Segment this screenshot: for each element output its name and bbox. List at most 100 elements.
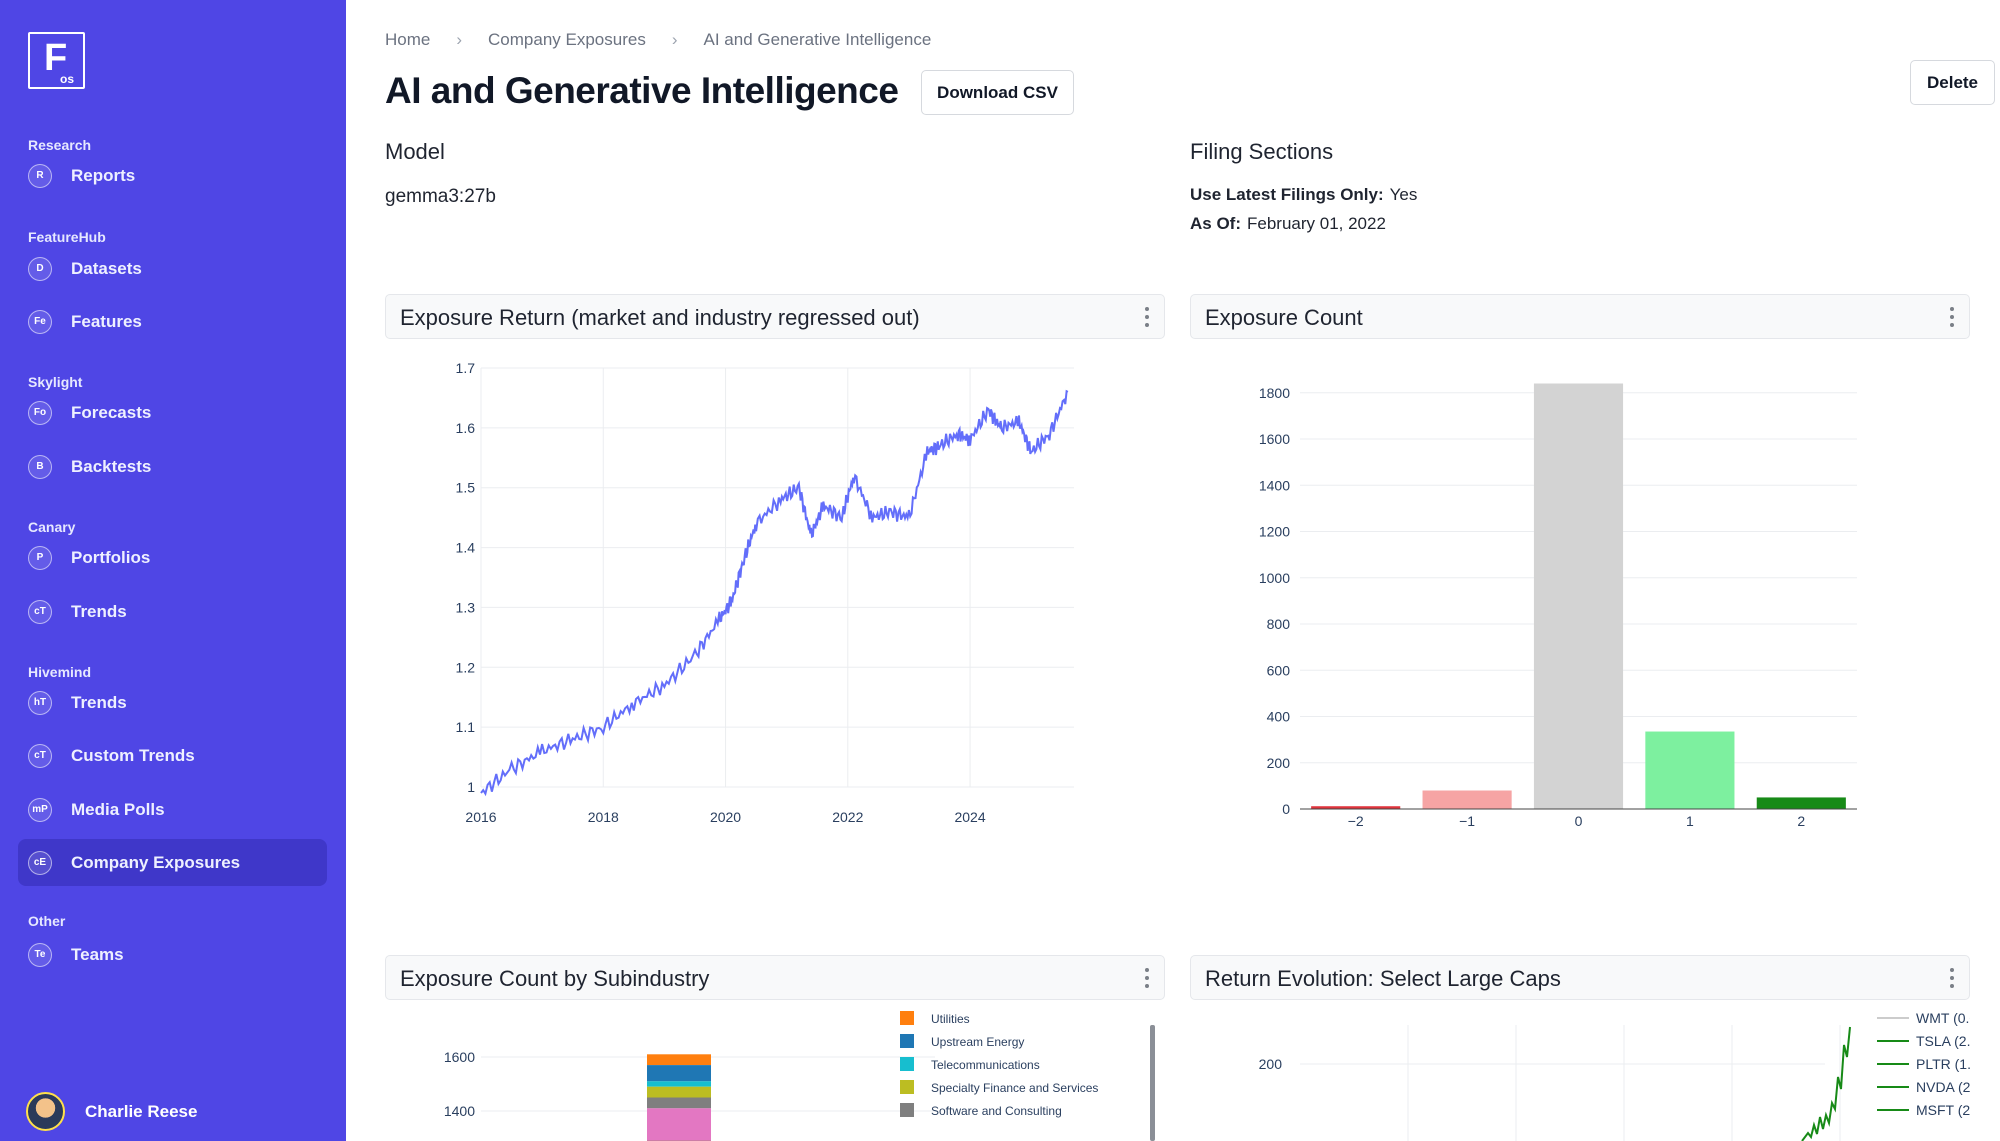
app-logo[interactable]: F os: [28, 32, 85, 89]
sidebar-item-skylight-forecasts[interactable]: Fo Forecasts: [18, 389, 327, 436]
exposure-count-card-header: Exposure Count: [1190, 294, 1970, 339]
legend-label: Upstream Energy: [931, 1035, 1024, 1049]
page-title: AI and Generative Intelligence: [385, 70, 899, 111]
more-options-icon[interactable]: [1945, 966, 1959, 990]
as-of-value: February 01, 2022: [1247, 214, 1386, 233]
y-tick-label: 1400: [444, 1103, 475, 1119]
sidebar-item-label: Forecasts: [71, 403, 152, 422]
y-tick-label: 0: [1282, 801, 1290, 817]
x-tick-label: 2018: [588, 809, 619, 825]
breadcrumb: Home › Company Exposures › AI and Generative…: [385, 30, 931, 50]
y-tick-label: 1.2: [456, 659, 476, 675]
legend-label: Utilities: [931, 1012, 970, 1026]
legend-label: Software and Consulting: [931, 1104, 1062, 1118]
chevron-right-icon: ›: [456, 30, 463, 49]
sidebar-item-label: Company Exposures: [71, 853, 241, 872]
sidebar-item-hivemind-media-polls[interactable]: mP Media Polls: [18, 786, 327, 833]
sidebar-item-skylight-backtests[interactable]: B Backtests: [18, 443, 327, 490]
sidebar-item-hivemind-custom-trends[interactable]: cT Custom Trends: [18, 732, 327, 779]
x-tick-label: 2022: [832, 809, 863, 825]
sidebar-item-label: Custom Trends: [71, 746, 195, 765]
sidebar-item-hivemind-company-exposures[interactable]: cE Company Exposures: [18, 839, 327, 886]
breadcrumb-home[interactable]: Home: [385, 30, 431, 49]
y-tick-label: 1000: [1259, 570, 1290, 586]
x-tick-label: −2: [1348, 813, 1364, 829]
delete-button[interactable]: Delete: [1910, 60, 1995, 105]
portfolios-icon: P: [28, 546, 52, 570]
forecasts-icon: Fo: [28, 401, 52, 425]
datasets-icon: D: [28, 257, 52, 281]
model-value: gemma3:27b: [385, 186, 496, 207]
subindustry-title: Exposure Count by Subindustry: [400, 966, 710, 991]
x-tick-label: 2: [1797, 813, 1805, 829]
y-tick-label: 1.4: [456, 540, 476, 556]
subindustry-chart[interactable]: 120014001600UtilitiesUpstream EnergyTele…: [385, 1005, 1165, 1141]
backtests-icon: B: [28, 455, 52, 479]
legend-label: Telecommunications: [931, 1058, 1040, 1072]
y-tick-label: 1200: [1259, 524, 1290, 540]
teams-icon: Te: [28, 943, 52, 967]
stack-segment: [647, 1097, 711, 1109]
breadcrumb-company-exposures[interactable]: Company Exposures: [488, 30, 646, 49]
trends-icon: hT: [28, 691, 52, 715]
main-content: Home › Company Exposures › AI and Generative…: [346, 0, 2000, 1141]
company-exposures-icon: cE: [28, 851, 52, 875]
more-options-icon[interactable]: [1140, 305, 1154, 329]
exposure-return-card-header: Exposure Return (market and industry reg…: [385, 294, 1165, 339]
sidebar-item-featurehub-features[interactable]: Fe Features: [18, 298, 327, 345]
return-evolution-card-header: Return Evolution: Select Large Caps: [1190, 955, 1970, 1000]
y-tick-label: 1600: [1259, 431, 1290, 447]
custom-trends-icon: cT: [28, 744, 52, 768]
y-tick-label: 1.3: [456, 599, 476, 615]
series-line: [480, 389, 1069, 797]
y-tick-label: 1800: [1259, 385, 1290, 401]
bar: [1533, 383, 1624, 809]
nav-section-hivemind: Hivemind: [28, 664, 92, 680]
reports-icon: R: [28, 164, 52, 188]
breadcrumb-current: AI and Generative Intelligence: [703, 30, 932, 49]
nav-section-other: Other: [28, 913, 66, 929]
sidebar-item-label: Features: [71, 312, 142, 331]
sidebar-item-featurehub-datasets[interactable]: D Datasets: [18, 245, 327, 292]
sidebar-item-canary-trends[interactable]: cT Trends: [18, 588, 327, 635]
sidebar-item-label: Reports: [71, 166, 136, 185]
sidebar-item-research-reports[interactable]: R Reports: [18, 152, 327, 199]
avatar[interactable]: [26, 1092, 65, 1131]
legend-scrollbar: [1150, 1025, 1155, 1141]
x-tick-label: 2016: [465, 809, 496, 825]
filing-sections-heading: Filing Sections: [1190, 139, 1334, 164]
sidebar-item-label: Media Polls: [71, 800, 165, 819]
logo-suffix: os: [60, 72, 75, 86]
logo-letter: F: [44, 37, 68, 79]
sidebar: F os Research R Reports FeatureHub D Datasets…: [0, 0, 346, 1141]
latest-filings-value: Yes: [1389, 185, 1418, 204]
bar: [1756, 797, 1846, 809]
chevron-right-icon: ›: [671, 30, 678, 49]
legend-swatch: [900, 1103, 914, 1117]
sidebar-item-canary-portfolios[interactable]: P Portfolios: [18, 534, 327, 581]
y-tick-label: 1.7: [456, 360, 476, 376]
as-of-row: As Of: February 01, 2022: [1190, 214, 1386, 234]
sidebar-item-label: Trends: [71, 602, 127, 621]
more-options-icon[interactable]: [1945, 305, 1959, 329]
download-csv-button[interactable]: Download CSV: [921, 70, 1074, 115]
subindustry-card-header: Exposure Count by Subindustry: [385, 955, 1165, 1000]
exposure-count-chart[interactable]: 0 200 400 600 800 1000 1200 1400 1600 1800 −2 −1 0 1 2: [1190, 345, 1970, 835]
trends-icon: cT: [28, 600, 52, 624]
as-of-label: As Of:: [1190, 214, 1241, 233]
nav-section-canary: Canary: [28, 519, 76, 535]
y-tick-label: 800: [1267, 616, 1291, 632]
sidebar-item-other-teams[interactable]: Te Teams: [18, 931, 327, 978]
legend-swatch: [900, 1057, 914, 1071]
latest-filings-row: Use Latest Filings Only: Yes: [1190, 185, 1417, 205]
x-tick-label: 1: [1686, 813, 1694, 829]
exposure-count-title: Exposure Count: [1205, 305, 1363, 330]
x-tick-label: 0: [1575, 813, 1583, 829]
legend-swatch: [900, 1080, 914, 1094]
more-options-icon[interactable]: [1140, 966, 1154, 990]
exposure-return-chart[interactable]: 1 1.1 1.2 1.3 1.4 1.5 1.6 1.7 2016 2018 2020 2022 20…: [385, 345, 1165, 835]
sidebar-item-label: Teams: [71, 945, 124, 964]
sidebar-item-hivemind-trends[interactable]: hT Trends: [18, 679, 327, 726]
legend-label: Specialty Finance and Services: [931, 1081, 1098, 1095]
return-evolution-chart[interactable]: 200 WMT (0.0) TSLA (2.0) PLTR (1.0) NVDA (2.…: [1190, 1005, 1970, 1141]
